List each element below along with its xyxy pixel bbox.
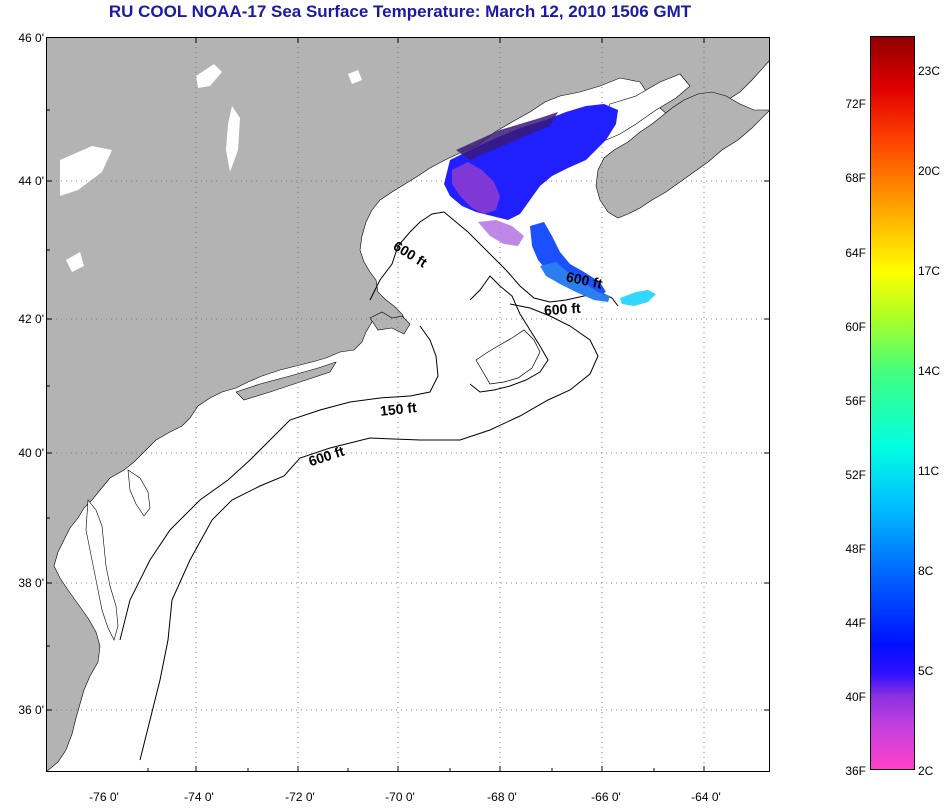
cb-label-56f: 56F (845, 394, 866, 408)
lat-label-38: 38 0' (18, 576, 44, 590)
contour-georges-bank (475, 329, 541, 385)
cb-label-14c: 14C (918, 364, 941, 378)
lat-label-40: 40 0' (18, 446, 44, 460)
tick-marks (46, 37, 770, 772)
lat-label-36: 36 0' (18, 703, 44, 717)
contour-600ft-shelf (139, 303, 599, 761)
chesapeake-bay (85, 499, 119, 641)
contour-150ft (119, 325, 439, 641)
map-title: RU COOL NOAA-17 Sea Surface Temperature:… (108, 2, 692, 21)
lake-1 (60, 146, 112, 196)
lake-3 (226, 106, 240, 172)
sst-map (46, 37, 770, 772)
sst-patch-coast-dark (456, 112, 558, 160)
cb-label-48f: 48F (845, 542, 866, 556)
cb-label-36f: 36F (845, 764, 866, 778)
cb-label-17c: 17C (918, 264, 941, 278)
cb-label-2c: 2C (918, 764, 934, 778)
land-nova-scotia (595, 91, 770, 219)
map-grid (46, 37, 770, 772)
land-cape-cod (369, 311, 411, 335)
cb-label-5c: 5C (918, 664, 934, 678)
cb-label-11c: 11C (918, 464, 940, 478)
cb-label-20c: 20C (918, 164, 941, 178)
cb-label-60f: 60F (845, 320, 866, 334)
land-long-island (235, 361, 337, 401)
lat-label-46: 46 0' (18, 31, 44, 45)
lon-label-70: -70 0' (385, 790, 415, 804)
contour-label-600ft-bank: 600 ft (543, 299, 582, 319)
lake-4 (66, 252, 84, 272)
contour-gulf-maine (369, 211, 619, 393)
cb-label-52f: 52F (845, 468, 866, 482)
lake-2 (196, 64, 222, 88)
map-border (46, 37, 770, 772)
cb-label-72f: 72F (845, 97, 866, 111)
lon-label-64: -64 0' (691, 790, 721, 804)
cb-label-8c: 8C (918, 564, 934, 578)
delaware-bay (127, 469, 151, 517)
lake-5 (348, 70, 362, 84)
lon-label-68: -68 0' (487, 790, 517, 804)
sst-patch-purple (452, 162, 500, 214)
cb-label-23c: 23C (918, 64, 941, 78)
sst-patch-blue-tongue (530, 222, 606, 296)
sst-patch-purple-2 (478, 220, 524, 246)
cb-label-44f: 44F (845, 616, 866, 630)
land-mainland (46, 37, 770, 772)
cb-label-40f: 40F (845, 690, 866, 704)
lon-label-66: -66 0' (591, 790, 621, 804)
lon-label-76: -76 0' (89, 790, 119, 804)
lon-label-74: -74 0' (184, 790, 214, 804)
sst-patch-cyan (620, 290, 656, 306)
lat-label-44: 44 0' (18, 174, 44, 188)
cb-label-64f: 64F (845, 246, 866, 260)
sst-patch-mid-blue (540, 262, 610, 302)
cb-label-68f: 68F (845, 171, 866, 185)
lat-label-42: 42 0' (18, 312, 44, 326)
lon-label-72: -72 0' (285, 790, 315, 804)
temperature-colorbar (870, 36, 915, 770)
